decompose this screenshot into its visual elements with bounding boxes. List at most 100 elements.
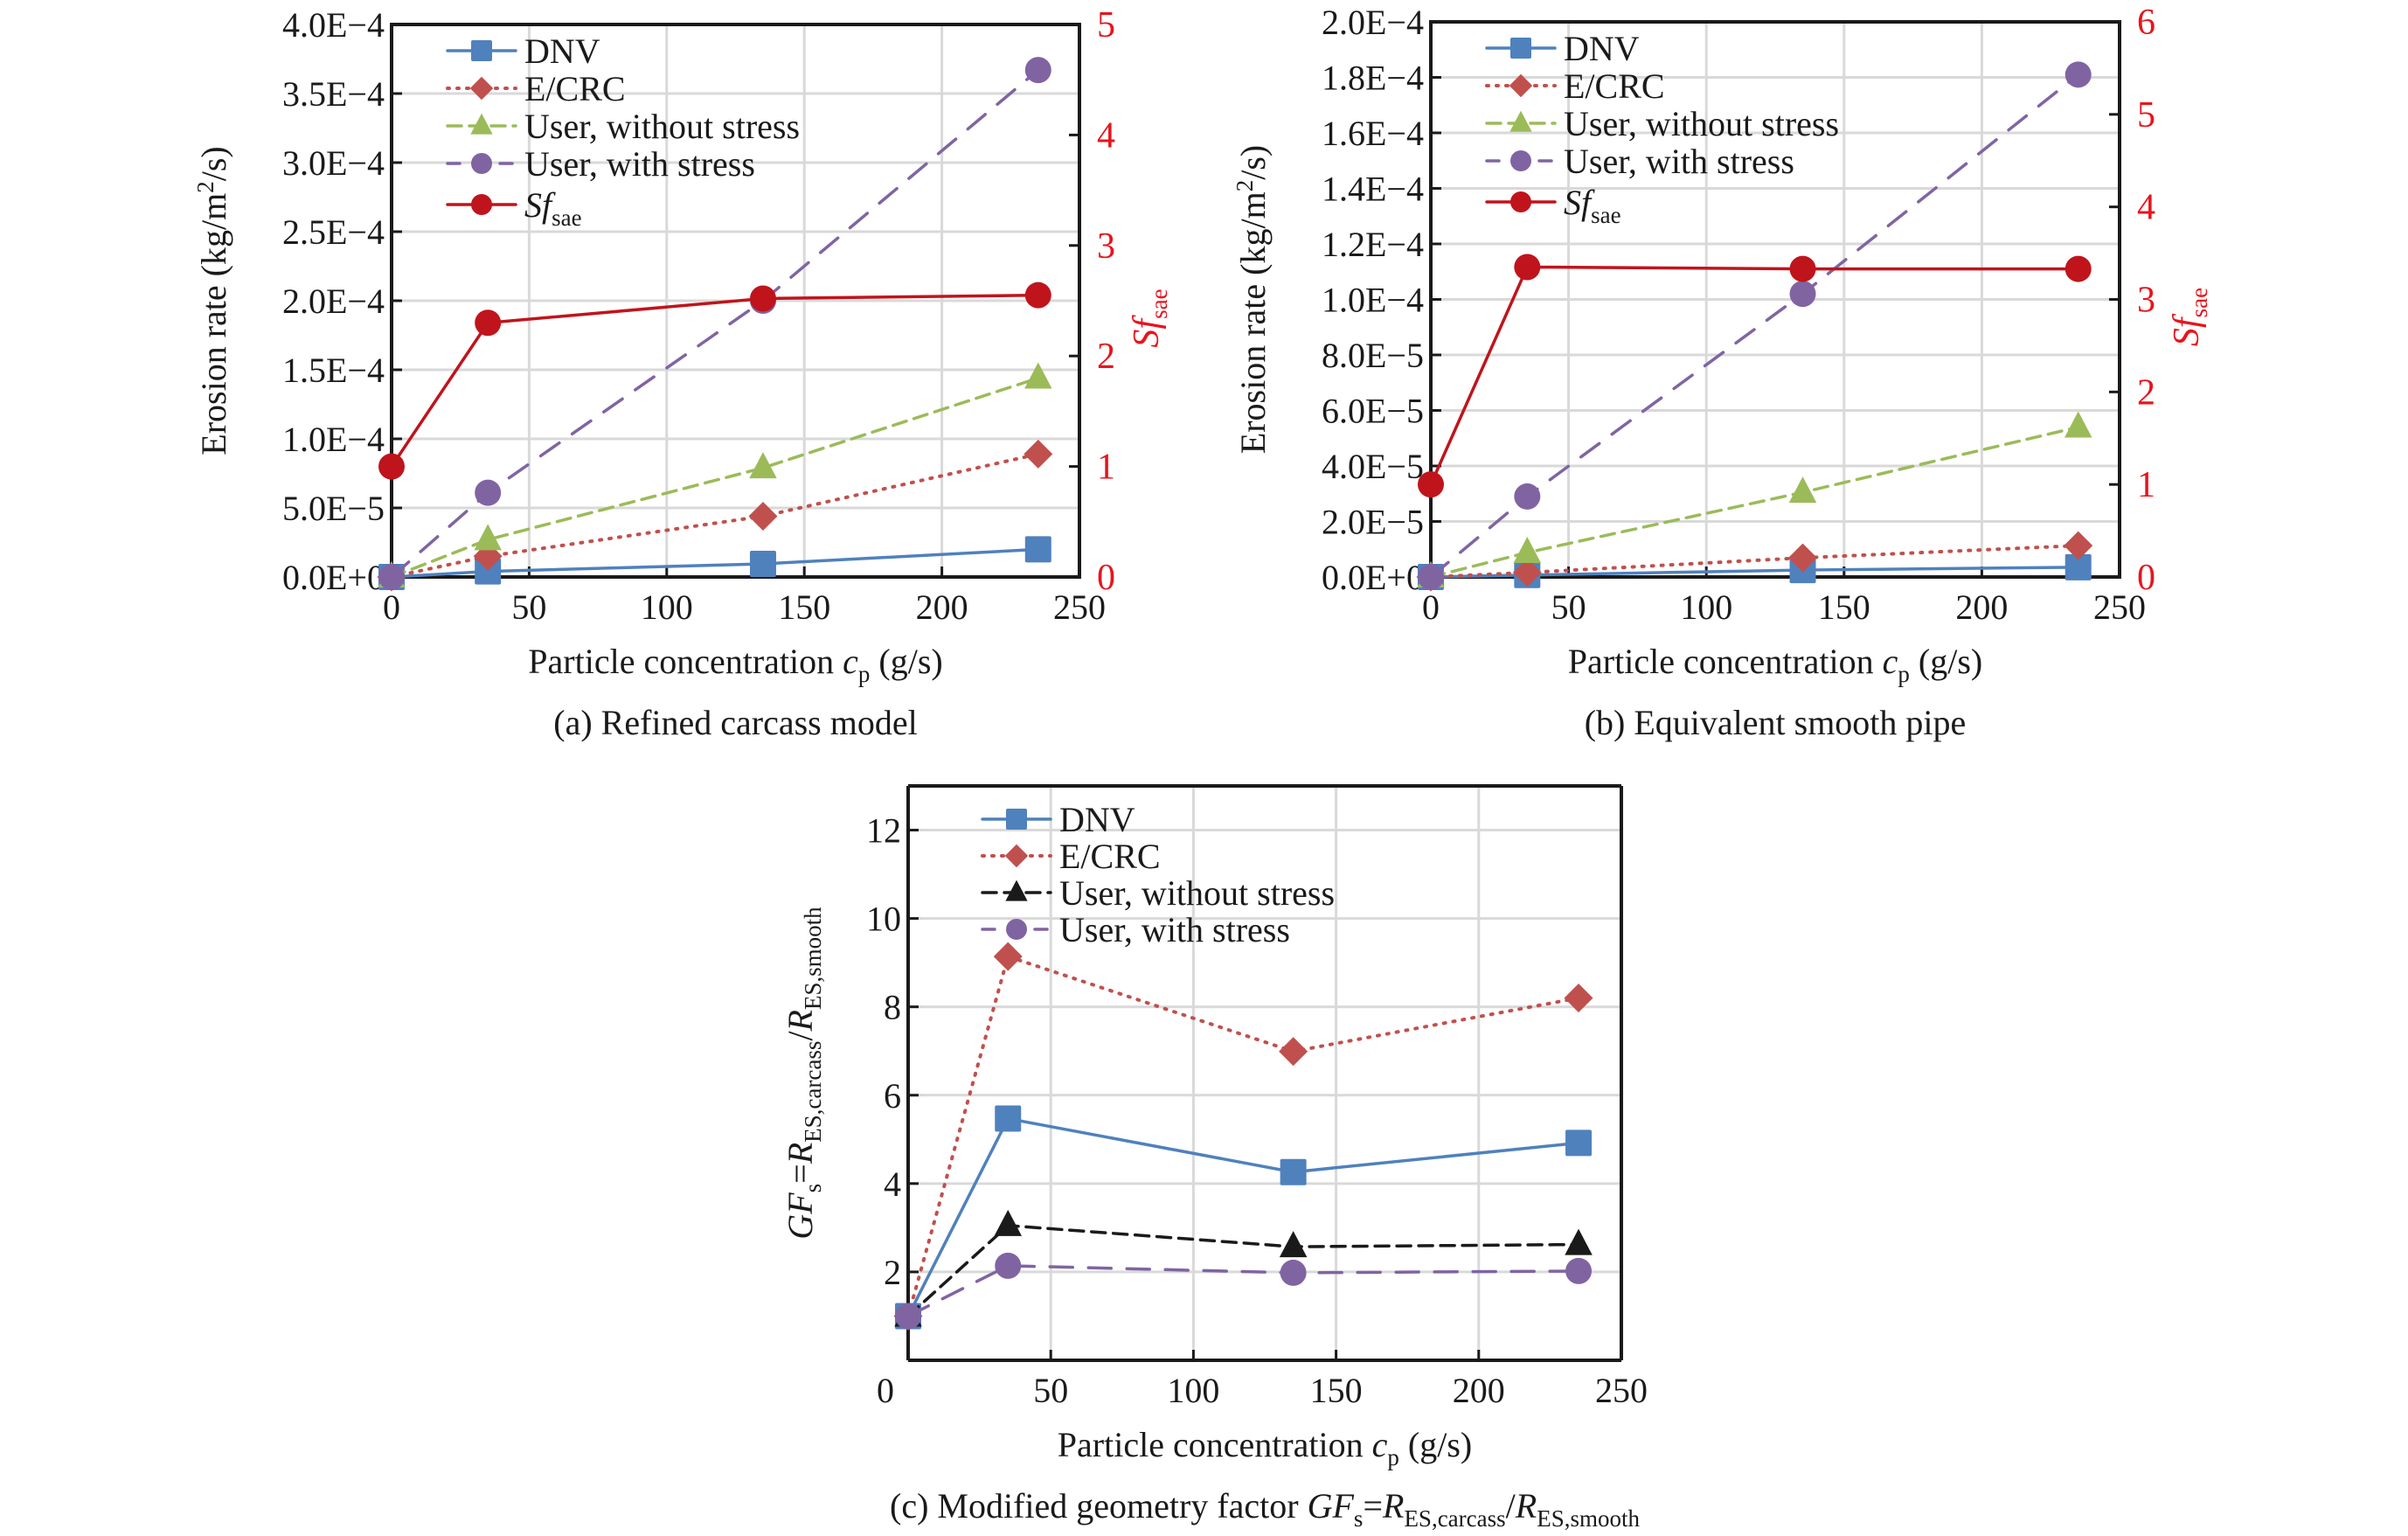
x-tick-label: 0	[877, 1371, 894, 1410]
x-tick-label: 100	[641, 587, 693, 627]
data-point	[1514, 254, 1541, 281]
legend-item: DNV	[446, 31, 600, 71]
y-tick-label: 6.0E−5	[1322, 392, 1424, 431]
x-tick-label: 100	[1167, 1371, 1219, 1410]
legend-label: DNV	[1059, 800, 1135, 839]
data-point	[1564, 983, 1593, 1013]
y2-tick-label: 3	[1097, 226, 1115, 267]
y-tick-label: 1.4E−4	[1322, 170, 1424, 209]
data-point	[1024, 57, 1051, 84]
y-tick-label: 4.0E−5	[1322, 447, 1424, 486]
legend-marker	[470, 113, 493, 135]
x-tick-label: 50	[1033, 1371, 1068, 1410]
data-point	[1512, 558, 1542, 587]
y-axis-label: Erosion rate (kg/m2/s)	[192, 146, 233, 455]
chart-a: 0 50 100 150 200 2500.0E+05.0E−51.0E−41.5E−42…	[192, 5, 1172, 742]
chart-b: 0 50 100 150 200 2500.0E+02.0E−54.0E−56.0E−58…	[1232, 3, 2212, 742]
y-tick-label: 12	[866, 811, 901, 851]
y-tick-label: 2	[884, 1253, 901, 1292]
legend-marker	[471, 40, 492, 61]
data-point	[1024, 536, 1051, 563]
x-axis-label: Particle concentration cp (g/s)	[1568, 642, 1982, 687]
legend-label: User, without stress	[1059, 873, 1335, 913]
y-tick-label: 1.0E−4	[1322, 281, 1424, 320]
data-point	[748, 501, 778, 531]
series-line	[906, 1264, 1580, 1318]
chart-caption: (b) Equivalent smooth pipe	[1585, 703, 1967, 742]
data-point	[995, 1252, 1022, 1279]
data-point	[749, 452, 777, 479]
data-point	[2064, 553, 2092, 580]
y-tick-label: 8.0E−5	[1322, 336, 1424, 375]
x-tick-label: 150	[1310, 1371, 1363, 1410]
legend-item: Sfsae	[446, 185, 582, 231]
legend-item: DNV	[1485, 29, 1640, 68]
y-tick-label: 1.5E−4	[282, 351, 385, 390]
x-tick-label: 200	[1955, 587, 2008, 627]
y-tick-label: 10	[866, 900, 901, 939]
y-tick-label: 0.0E+0	[282, 558, 385, 597]
data-point	[749, 285, 776, 312]
y-tick-label: 3.5E−4	[282, 74, 385, 114]
data-point	[749, 550, 776, 577]
data-point	[1279, 1231, 1308, 1258]
data-point	[1024, 439, 1053, 469]
data-point	[378, 453, 405, 480]
data-point	[1513, 537, 1542, 564]
chart-caption: (c) Modified geometry factor GFs=RES,car…	[890, 1486, 1640, 1532]
legend-label: User, without stress	[524, 107, 800, 146]
y2-tick-label: 4	[2137, 188, 2155, 228]
data-point	[1789, 255, 1816, 282]
data-point	[474, 524, 502, 551]
x-tick-label: 250	[2093, 587, 2146, 627]
y-tick-label: 5.0E−5	[282, 489, 385, 528]
legend-marker	[1004, 844, 1029, 868]
data-point	[1024, 281, 1051, 309]
legend-label: DNV	[524, 31, 600, 71]
data-point	[1788, 543, 1818, 573]
legend-item: E/CRC	[1485, 66, 1665, 106]
data-point	[1418, 471, 1444, 498]
y-tick-label: 8	[884, 988, 901, 1027]
data-point	[2064, 531, 2093, 560]
data-point	[1565, 1129, 1593, 1157]
data-point	[1024, 362, 1052, 389]
series-sf-sae	[1418, 254, 2092, 498]
x-tick-label: 100	[1680, 587, 1732, 627]
legend-marker	[1510, 38, 1531, 59]
y-tick-label: 4.0E−4	[282, 5, 385, 45]
legend-marker	[471, 153, 492, 174]
data-point	[1565, 1257, 1593, 1284]
data-point	[2064, 61, 2092, 88]
x-tick-label: 200	[916, 587, 968, 627]
legend-label: Sfsae	[1564, 183, 1621, 228]
legend-marker	[471, 194, 492, 215]
y-tick-label: 4	[884, 1164, 901, 1204]
legend-marker	[1005, 879, 1028, 901]
x-axis-label: Particle concentration cp (g/s)	[1058, 1425, 1472, 1470]
legend-label: User, without stress	[1564, 104, 1839, 143]
legend-item: User, with stress	[446, 144, 755, 184]
data-point	[994, 1209, 1022, 1236]
legend-label: User, with stress	[524, 144, 755, 184]
x-tick-label: 50	[1551, 587, 1586, 627]
legend-marker	[1510, 150, 1531, 171]
legend-marker	[469, 76, 494, 101]
legend-item: User, without stress	[446, 107, 800, 146]
y2-tick-label: 6	[2137, 3, 2155, 43]
series-line	[906, 1116, 1580, 1318]
series-line	[1429, 265, 2080, 486]
y-tick-label: 0.0E+0	[1322, 558, 1424, 597]
y2-axis-label: Sfsae	[1127, 288, 1172, 347]
y2-tick-label: 5	[1097, 5, 1115, 45]
legend-item: Sfsae	[1485, 183, 1621, 228]
x-tick-label: 250	[1053, 587, 1106, 627]
data-point	[1565, 1228, 1593, 1255]
y-axis-label: GFs=RES,carcass/RES,smooth	[781, 907, 826, 1240]
y-tick-label: 1.8E−4	[1322, 59, 1424, 98]
y2-axis-label: Sfsae	[2167, 288, 2212, 346]
legend-marker	[1509, 73, 1533, 98]
